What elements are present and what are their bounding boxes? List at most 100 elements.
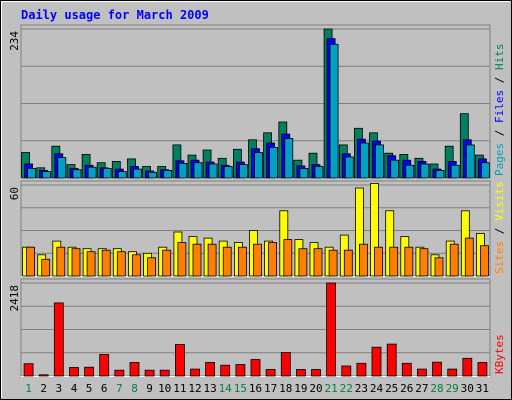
bar-sites-day-31 [479,245,489,277]
bar-kbytes-day-8 [129,362,140,377]
chart-title: Daily usage for March 2009 [21,8,209,22]
bar-pages-day-17 [269,146,279,179]
y-max-label: 60 [8,187,21,200]
legend-part: Sites [493,241,506,274]
bar-kbytes-day-3 [53,302,64,377]
day-label-28: 28 [430,382,443,395]
bar-sites-day-26 [404,246,414,277]
day-label-31: 31 [476,382,489,395]
bar-kbytes-day-18 [280,352,291,377]
day-label-24: 24 [370,382,384,395]
bar-sites-day-10 [162,249,172,277]
bar-pages-day-9 [148,171,158,179]
bar-sites-day-22 [343,249,353,277]
bar-kbytes-day-26 [401,362,412,377]
bar-sites-day-15 [237,246,247,277]
day-label-4: 4 [71,382,78,395]
bar-pages-day-14 [223,166,233,179]
bar-sites-day-23 [358,243,368,277]
bar-pages-day-10 [163,169,173,179]
bar-pages-day-15 [238,164,248,179]
bar-kbytes-day-21 [326,282,337,377]
bar-sites-day-20 [313,248,323,277]
bar-kbytes-day-29 [447,368,458,377]
legend-part: Pages [493,143,506,176]
bar-sites-day-2 [41,258,51,277]
legend-part: KBytes [493,334,506,374]
bar-kbytes-day-23 [356,362,367,377]
day-label-9: 9 [146,382,153,395]
bar-kbytes-day-15 [235,364,246,377]
bar-sites-day-12 [192,243,202,277]
bar-pages-day-1 [27,167,37,179]
bar-pages-day-16 [254,152,263,179]
bar-kbytes-day-9 [144,369,155,377]
day-label-6: 6 [101,382,108,395]
series-legend-hits_files_pages: Pages / Files / Hits [493,44,506,177]
y-max-label: 2418 [8,285,21,312]
legend-part: Visits [493,181,506,221]
bar-pages-day-26 [405,164,415,179]
panel-kbytes: 2418 KBytes [8,278,506,377]
bar-sites-day-4 [71,248,81,277]
bar-kbytes-day-30 [462,357,473,377]
bar-pages-day-8 [133,168,142,179]
legend-part: / [493,70,506,90]
day-label-29: 29 [446,382,459,395]
day-label-8: 8 [131,382,138,395]
legend-part: Files [493,90,506,123]
bar-kbytes-day-4 [69,367,79,377]
bar-pages-day-12 [193,162,203,179]
bar-kbytes-day-16 [250,359,261,377]
day-label-5: 5 [86,382,93,395]
bar-pages-day-20 [314,166,324,179]
bar-pages-day-28 [435,169,445,179]
bar-sites-day-27 [419,248,429,277]
bar-pages-day-21 [329,43,339,179]
bar-pages-day-6 [102,167,112,179]
bar-kbytes-day-13 [205,362,216,377]
bar-kbytes-day-14 [220,364,231,377]
bar-sites-day-16 [253,243,262,277]
day-label-22: 22 [340,382,353,395]
bar-kbytes-day-22 [341,365,352,377]
day-label-12: 12 [188,382,201,395]
bar-kbytes-day-5 [84,366,94,377]
bar-pages-day-18 [284,138,294,179]
bar-kbytes-day-19 [295,369,306,377]
bar-kbytes-day-24 [371,346,382,377]
day-label-18: 18 [279,382,292,395]
bar-pages-day-19 [299,167,309,179]
bar-pages-day-7 [117,171,127,179]
day-label-21: 21 [324,382,337,395]
bar-pages-day-30 [465,144,475,179]
bar-pages-day-29 [450,164,460,179]
bar-pages-day-25 [390,159,400,179]
bar-sites-day-6 [101,249,111,277]
bar-kbytes-day-31 [477,362,488,377]
bar-sites-day-11 [177,242,187,277]
bar-sites-day-18 [283,239,293,277]
bar-pages-day-13 [208,163,218,179]
day-label-26: 26 [400,382,413,395]
bar-pages-day-31 [480,162,490,179]
legend-part: Hits [493,44,506,71]
bar-kbytes-day-20 [311,369,321,377]
bar-pages-day-2 [42,171,52,179]
panel-hits_files_pages: 234 Pages / Files / Hits [8,24,506,179]
day-label-27: 27 [415,382,428,395]
bar-sites-day-5 [86,251,96,277]
bar-sites-day-28 [434,257,444,277]
legend-part: / [493,221,506,241]
bar-sites-day-25 [389,246,399,277]
day-label-2: 2 [40,382,47,395]
bar-kbytes-day-1 [23,363,34,377]
bar-pages-day-3 [57,157,67,179]
chart-panels: 234 Pages / Files / Hits 60 Sites / Visits 2… [8,24,506,377]
bar-pages-day-23 [359,142,369,179]
day-label-20: 20 [309,382,322,395]
day-label-19: 19 [294,382,307,395]
bar-pages-day-27 [420,163,430,179]
bar-pages-day-4 [72,169,82,179]
day-labels: 1 2 3 4 5 6 7 8 9 10 11 12 13 14 15 16 17 18 19 20 21 22 23 24 2… [25,382,489,395]
